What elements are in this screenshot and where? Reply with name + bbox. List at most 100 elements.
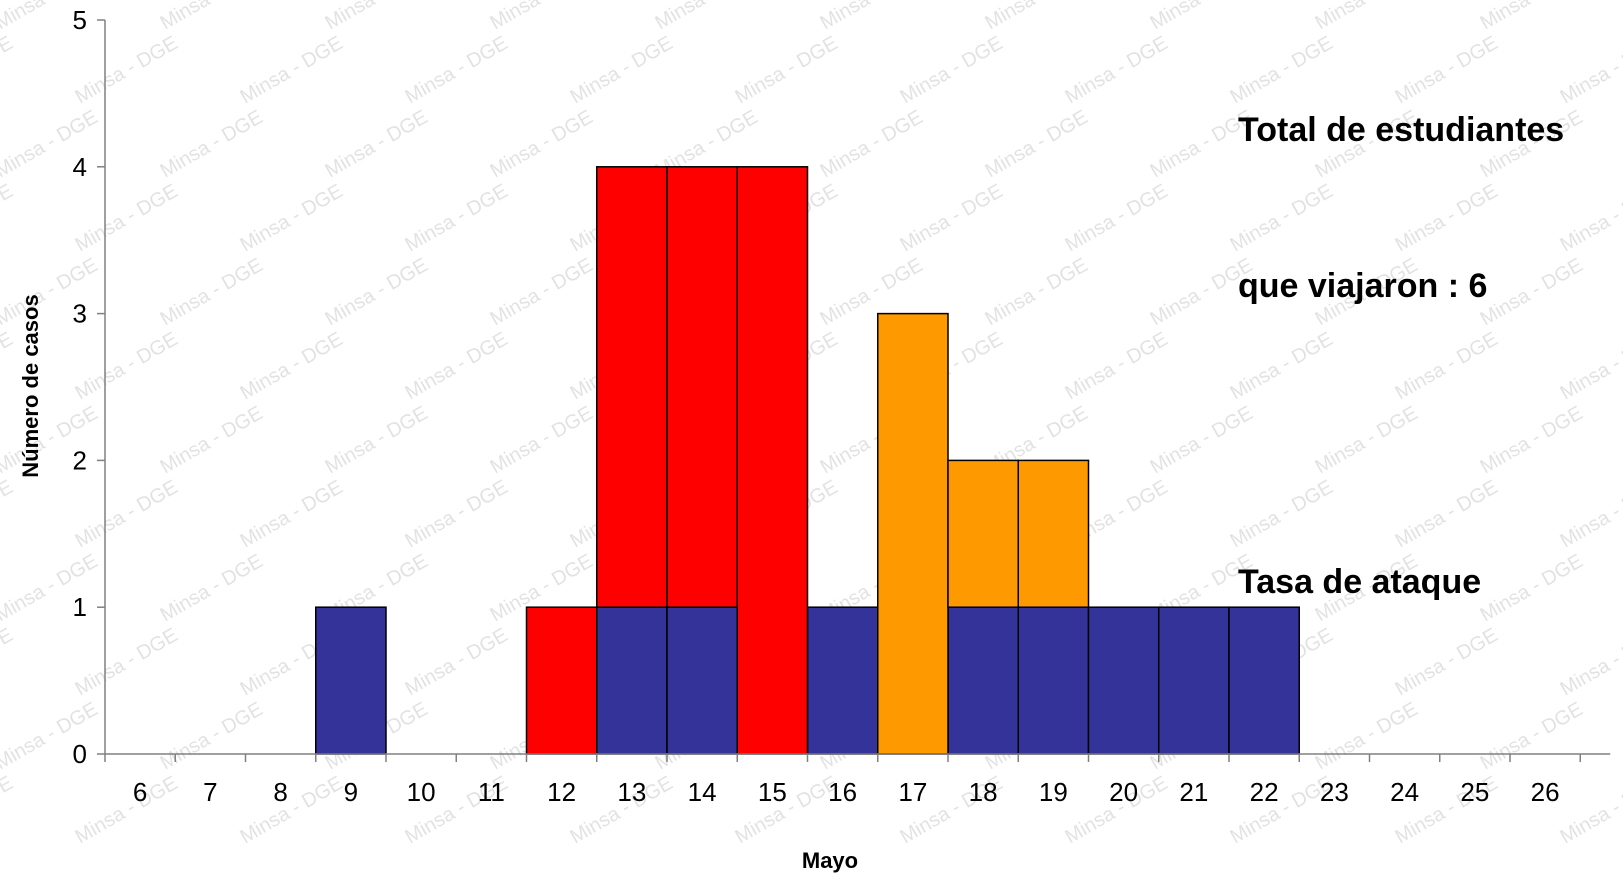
x-tick-label: 6 (133, 777, 147, 807)
watermark-text: Minsa - DGE (732, 32, 842, 108)
watermark-text: Minsa - DGE (157, 698, 267, 774)
watermark-text: Minsa - DGE (157, 106, 267, 182)
watermark-text: Minsa - DGE (1557, 328, 1623, 404)
bar-18-series-3 (948, 460, 1018, 607)
watermark-text: Minsa - DGE (897, 32, 1007, 108)
watermark-text: Minsa - DGE (322, 402, 432, 478)
watermark-text: Minsa - DGE (72, 772, 182, 848)
x-tick-label: 7 (203, 777, 217, 807)
watermark-text: Minsa - DGE (1557, 476, 1623, 552)
watermark-text: Minsa - DGE (652, 0, 762, 34)
y-tick-label: 4 (73, 152, 87, 182)
watermark-text: Minsa - DGE (402, 180, 512, 256)
watermark-text: Minsa - DGE (487, 0, 597, 34)
watermark-text: Minsa - DGE (982, 106, 1092, 182)
watermark-text: Minsa - DGE (1477, 698, 1587, 774)
bar-9-series-1 (316, 607, 386, 754)
bar-19-series-1 (1018, 607, 1088, 754)
x-tick-label: 17 (898, 777, 927, 807)
x-tick-label: 20 (1109, 777, 1138, 807)
x-tick-label: 9 (344, 777, 358, 807)
y-tick-label: 5 (73, 5, 87, 35)
bar-18-series-1 (948, 607, 1018, 754)
x-tick-label: 22 (1250, 777, 1279, 807)
side-annotation-line-1: Total de estudiantes (1238, 104, 1564, 156)
bar-13-series-1 (597, 607, 667, 754)
watermark-text: Minsa - DGE (237, 180, 347, 256)
watermark-text: Minsa - DGE (0, 32, 17, 108)
x-tick-label: 10 (407, 777, 436, 807)
watermark-text: Minsa - DGE (72, 328, 182, 404)
watermark-text: Minsa - DGE (897, 180, 1007, 256)
watermark-text: Minsa - DGE (237, 328, 347, 404)
watermark-text: Minsa - DGE (322, 106, 432, 182)
watermark-text: Minsa - DGE (0, 328, 17, 404)
x-tick-label: 16 (828, 777, 857, 807)
watermark-text: Minsa - DGE (817, 0, 927, 34)
x-tick-label: 25 (1460, 777, 1489, 807)
watermark-text: Minsa - DGE (237, 476, 347, 552)
bar-21-series-1 (1159, 607, 1229, 754)
watermark-text: Minsa - DGE (1312, 698, 1422, 774)
watermark-text: Minsa - DGE (487, 106, 597, 182)
x-tick-label: 21 (1179, 777, 1208, 807)
x-tick-label: 8 (273, 777, 287, 807)
watermark-text: Minsa - DGE (402, 624, 512, 700)
watermark-text: Minsa - DGE (1557, 180, 1623, 256)
watermark-text: Minsa - DGE (157, 402, 267, 478)
x-tick-label: 24 (1390, 777, 1419, 807)
watermark-text: Minsa - DGE (72, 624, 182, 700)
bar-14-series-1 (667, 607, 737, 754)
watermark-text: Minsa - DGE (0, 772, 17, 848)
watermark-text: Minsa - DGE (1557, 32, 1623, 108)
watermark-text: Minsa - DGE (402, 32, 512, 108)
x-tick-label: 14 (688, 777, 717, 807)
bar-17-series-3 (878, 314, 948, 754)
watermark-text: Minsa - DGE (322, 0, 432, 34)
watermark-text: Minsa - DGE (157, 0, 267, 34)
watermark-text: Minsa - DGE (0, 476, 17, 552)
watermark-text: Minsa - DGE (157, 550, 267, 626)
watermark-text: Minsa - DGE (982, 254, 1092, 330)
x-tick-label: 23 (1320, 777, 1349, 807)
watermark-text: Minsa - DGE (817, 106, 927, 182)
bar-20-series-1 (1089, 607, 1159, 754)
watermark-text: Minsa - DGE (1557, 624, 1623, 700)
watermark-text: Minsa - DGE (1062, 32, 1172, 108)
x-tick-label: 19 (1039, 777, 1068, 807)
x-tick-label: 15 (758, 777, 787, 807)
bar-14-series-2 (667, 167, 737, 607)
side-annotation: Total de estudiantes que viajaron : 6 Ta… (1238, 0, 1564, 660)
watermark-text: Minsa - DGE (237, 32, 347, 108)
side-annotation-line-3: Tasa de ataque (1238, 556, 1564, 608)
watermark-text: Minsa - DGE (402, 476, 512, 552)
watermark-text: Minsa - DGE (0, 180, 17, 256)
y-tick-label: 2 (73, 445, 87, 475)
bar-12-series-2 (527, 607, 597, 754)
y-tick-label: 3 (73, 299, 87, 329)
x-tick-label: 18 (969, 777, 998, 807)
x-axis-label: Mayo (802, 848, 858, 873)
bar-15-series-2 (737, 167, 807, 754)
x-tick-label: 11 (478, 777, 505, 807)
bar-16-series-1 (808, 607, 878, 754)
x-tick-label: 26 (1531, 777, 1560, 807)
watermark-text: Minsa - DGE (982, 0, 1092, 34)
watermark-text: Minsa - DGE (237, 772, 347, 848)
watermark-text: Minsa - DGE (487, 402, 597, 478)
watermark-text: Minsa - DGE (567, 32, 677, 108)
watermark-text: Minsa - DGE (402, 328, 512, 404)
watermark-text: Minsa - DGE (0, 624, 17, 700)
watermark-text: Minsa - DGE (1062, 180, 1172, 256)
y-tick-label: 1 (73, 592, 87, 622)
watermark-text: Minsa - DGE (1062, 328, 1172, 404)
watermark-text: Minsa - DGE (322, 254, 432, 330)
x-tick-label: 13 (617, 777, 646, 807)
y-axis-label: Número de casos (18, 294, 43, 477)
watermark-text: Minsa - DGE (72, 180, 182, 256)
y-tick-label: 0 (73, 739, 87, 769)
watermark-text: Minsa - DGE (1557, 772, 1623, 848)
bar-19-series-3 (1018, 460, 1088, 607)
side-annotation-line-2: que viajaron : 6 (1238, 260, 1564, 312)
watermark-text: Minsa - DGE (157, 254, 267, 330)
